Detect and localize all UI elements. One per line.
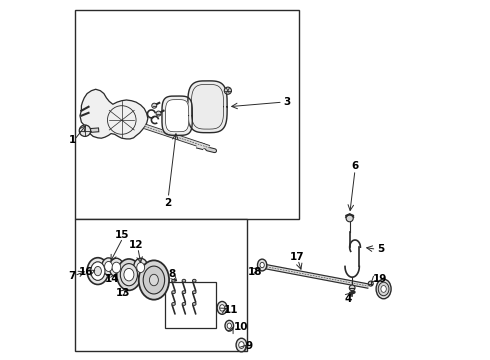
Polygon shape (188, 81, 227, 133)
Ellipse shape (172, 291, 175, 294)
Text: 12: 12 (129, 240, 144, 250)
Text: 18: 18 (247, 267, 262, 277)
Polygon shape (162, 96, 192, 135)
Text: 14: 14 (105, 274, 120, 284)
Bar (75, 219, 247, 351)
Ellipse shape (182, 279, 186, 282)
Ellipse shape (193, 302, 196, 305)
Ellipse shape (193, 279, 196, 282)
Text: 16: 16 (79, 267, 94, 277)
Circle shape (79, 125, 91, 136)
Ellipse shape (134, 258, 148, 277)
Ellipse shape (121, 264, 138, 286)
Ellipse shape (217, 301, 227, 314)
Ellipse shape (193, 291, 196, 294)
Ellipse shape (381, 285, 386, 292)
Ellipse shape (376, 279, 391, 299)
Ellipse shape (112, 262, 121, 273)
Circle shape (349, 285, 355, 291)
Ellipse shape (87, 258, 109, 284)
Ellipse shape (258, 259, 267, 271)
Text: 1: 1 (69, 135, 76, 145)
Ellipse shape (137, 262, 145, 273)
Text: 17: 17 (290, 252, 304, 262)
Text: 3: 3 (284, 97, 291, 107)
Circle shape (346, 215, 353, 222)
Ellipse shape (104, 261, 113, 271)
Text: 5: 5 (377, 244, 385, 254)
Circle shape (156, 111, 161, 116)
Text: 7: 7 (69, 271, 76, 281)
Ellipse shape (172, 279, 175, 282)
Text: 10: 10 (234, 322, 248, 332)
Bar (165, 282, 217, 328)
Text: 2: 2 (165, 198, 172, 208)
Polygon shape (80, 89, 148, 139)
Ellipse shape (149, 274, 158, 286)
Ellipse shape (239, 342, 244, 348)
Ellipse shape (378, 282, 389, 296)
Text: 15: 15 (115, 230, 129, 240)
Ellipse shape (182, 291, 186, 294)
Ellipse shape (124, 269, 134, 281)
Ellipse shape (117, 259, 141, 291)
Text: 4: 4 (345, 294, 352, 303)
Ellipse shape (182, 302, 186, 305)
Ellipse shape (102, 258, 115, 275)
Ellipse shape (260, 262, 264, 268)
Ellipse shape (172, 302, 175, 305)
Text: 19: 19 (373, 274, 387, 284)
Text: 6: 6 (351, 161, 359, 171)
Polygon shape (266, 265, 368, 288)
Polygon shape (166, 100, 189, 132)
Ellipse shape (227, 323, 231, 328)
Ellipse shape (220, 305, 224, 311)
Ellipse shape (94, 266, 101, 276)
Ellipse shape (225, 320, 234, 331)
Text: 11: 11 (223, 305, 238, 315)
Circle shape (224, 87, 231, 94)
Ellipse shape (139, 260, 169, 300)
Ellipse shape (143, 266, 165, 294)
Text: 8: 8 (169, 269, 176, 279)
Ellipse shape (236, 338, 247, 352)
Text: 9: 9 (245, 341, 253, 351)
Ellipse shape (91, 262, 105, 280)
Circle shape (152, 103, 157, 108)
Text: 13: 13 (116, 288, 131, 298)
Circle shape (368, 281, 373, 286)
Bar (75, 10, 298, 219)
Ellipse shape (109, 258, 123, 277)
